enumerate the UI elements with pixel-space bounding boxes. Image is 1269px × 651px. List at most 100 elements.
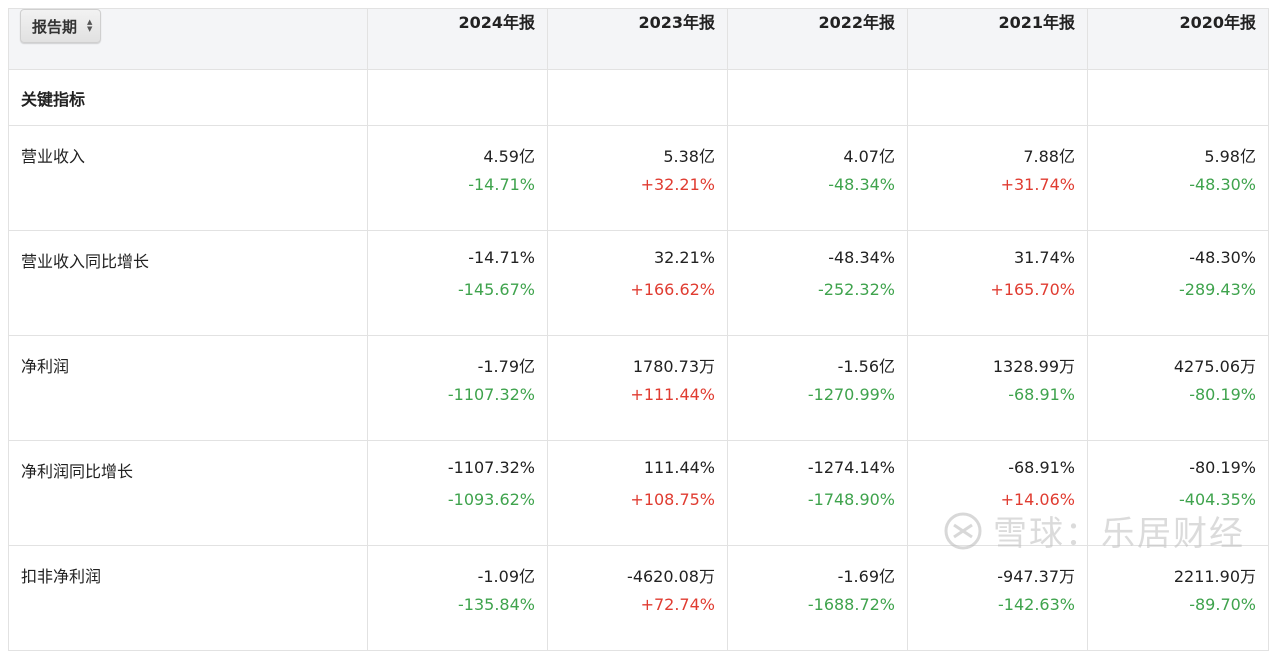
- yoy-change: +72.74%: [640, 595, 715, 614]
- metric-value: -1.79亿: [477, 357, 535, 376]
- value-cell: -80.19% -404.35%: [1087, 440, 1269, 546]
- value-cell: 7.88亿 +31.74%: [907, 125, 1088, 231]
- table-row: 扣非净利润 -1.09亿 -135.84% -4620.08万 +72.74% -1.69…: [8, 545, 1269, 651]
- value-cell: 1328.99万 -68.91%: [907, 335, 1088, 441]
- value-cell: -48.30% -289.43%: [1087, 230, 1269, 336]
- value-cell: 32.21% +166.62%: [547, 230, 728, 336]
- yoy-change: -68.91%: [1008, 385, 1075, 404]
- value-cell: 111.44% +108.75%: [547, 440, 728, 546]
- report-period-label: 报告期: [32, 17, 78, 36]
- metric-value: -80.19%: [1189, 458, 1256, 477]
- yoy-change: -1107.32%: [447, 385, 535, 404]
- metric-value: 4275.06万: [1173, 357, 1256, 376]
- yoy-change: +111.44%: [630, 385, 715, 404]
- metric-value: -48.34%: [828, 248, 895, 267]
- yoy-change: -142.63%: [998, 595, 1075, 614]
- yoy-change: -135.84%: [458, 595, 535, 614]
- section-empty-cell: [907, 69, 1088, 126]
- value-cell: -1.56亿 -1270.99%: [727, 335, 908, 441]
- yoy-change: -1748.90%: [807, 490, 895, 509]
- metric-value: -14.71%: [468, 248, 535, 267]
- metric-value: -1.69亿: [837, 567, 895, 586]
- metric-value: 1328.99万: [992, 357, 1075, 376]
- metric-value: -4620.08万: [627, 567, 715, 586]
- yoy-change: -1270.99%: [807, 385, 895, 404]
- section-empty-cell: [727, 69, 908, 126]
- table-row: 净利润 -1.79亿 -1107.32% 1780.73万 +111.44% -1.56亿…: [8, 335, 1269, 441]
- value-cell: -48.34% -252.32%: [727, 230, 908, 336]
- yoy-change: -1688.72%: [807, 595, 895, 614]
- metric-value: 5.98亿: [1204, 147, 1256, 166]
- table-row: 营业收入同比增长 -14.71% -145.67% 32.21% +166.62% -48…: [8, 230, 1269, 336]
- value-cell: 4275.06万 -80.19%: [1087, 335, 1269, 441]
- metric-value: 1780.73万: [632, 357, 715, 376]
- value-cell: 31.74% +165.70%: [907, 230, 1088, 336]
- table-row: 营业收入 4.59亿 -14.71% 5.38亿 +32.21% 4.07亿 -48.34%…: [8, 125, 1269, 231]
- row-label: 净利润同比增长: [8, 440, 368, 546]
- value-cell: -1.79亿 -1107.32%: [367, 335, 548, 441]
- yoy-change: -89.70%: [1189, 595, 1256, 614]
- yoy-change: -145.67%: [458, 280, 535, 299]
- period-header-cell: 报告期 ▲ ▼: [8, 8, 368, 70]
- yoy-change: -48.30%: [1189, 175, 1256, 194]
- metric-value: 2211.90万: [1173, 567, 1256, 586]
- year-header-2024: 2024年报: [367, 8, 548, 70]
- metric-value: 32.21%: [653, 248, 715, 267]
- value-cell: 5.98亿 -48.30%: [1087, 125, 1269, 231]
- metric-value: -48.30%: [1189, 248, 1256, 267]
- value-cell: 4.07亿 -48.34%: [727, 125, 908, 231]
- metric-value: 4.07亿: [843, 147, 895, 166]
- metric-value: -1.56亿: [837, 357, 895, 376]
- yoy-change: -48.34%: [828, 175, 895, 194]
- section-empty-cell: [367, 69, 548, 126]
- report-period-sort-button[interactable]: 报告期 ▲ ▼: [20, 9, 102, 43]
- yoy-change: -1093.62%: [447, 490, 535, 509]
- metric-value: 7.88亿: [1023, 147, 1075, 166]
- row-label: 营业收入同比增长: [8, 230, 368, 336]
- metric-value: 111.44%: [643, 458, 715, 477]
- yoy-change: +32.21%: [640, 175, 715, 194]
- value-cell: -14.71% -145.67%: [367, 230, 548, 336]
- year-header-2023: 2023年报: [547, 8, 728, 70]
- yoy-change: +108.75%: [630, 490, 715, 509]
- value-cell: 1780.73万 +111.44%: [547, 335, 728, 441]
- metric-value: 31.74%: [1013, 248, 1075, 267]
- value-cell: 4.59亿 -14.71%: [367, 125, 548, 231]
- yoy-change: +166.62%: [630, 280, 715, 299]
- table-row: 净利润同比增长 -1107.32% -1093.62% 111.44% +108.75%…: [8, 440, 1269, 546]
- metric-value: -68.91%: [1008, 458, 1075, 477]
- table-header-row: 报告期 ▲ ▼ 2024年报 2023年报 2022年报 2021年报 2020年…: [8, 8, 1269, 70]
- yoy-change: -14.71%: [468, 175, 535, 194]
- metric-value: -1.09亿: [477, 567, 535, 586]
- value-cell: -1.69亿 -1688.72%: [727, 545, 908, 651]
- value-cell: 2211.90万 -89.70%: [1087, 545, 1269, 651]
- value-cell: -68.91% +14.06%: [907, 440, 1088, 546]
- section-title: 关键指标: [8, 69, 368, 126]
- financial-indicators-table: 报告期 ▲ ▼ 2024年报 2023年报 2022年报 2021年报 2020年…: [8, 8, 1269, 651]
- section-empty-cell: [547, 69, 728, 126]
- sort-updown-icon: ▲ ▼: [87, 18, 93, 33]
- value-cell: 5.38亿 +32.21%: [547, 125, 728, 231]
- metric-value: -1107.32%: [447, 458, 535, 477]
- yoy-change: +165.70%: [990, 280, 1075, 299]
- section-row-key-indicators: 关键指标: [8, 69, 1269, 126]
- value-cell: -947.37万 -142.63%: [907, 545, 1088, 651]
- yoy-change: -252.32%: [818, 280, 895, 299]
- row-label: 扣非净利润: [8, 545, 368, 651]
- value-cell: -4620.08万 +72.74%: [547, 545, 728, 651]
- row-label: 净利润: [8, 335, 368, 441]
- value-cell: -1274.14% -1748.90%: [727, 440, 908, 546]
- yoy-change: -80.19%: [1189, 385, 1256, 404]
- section-empty-cell: [1087, 69, 1269, 126]
- year-header-2022: 2022年报: [727, 8, 908, 70]
- value-cell: -1.09亿 -135.84%: [367, 545, 548, 651]
- yoy-change: -289.43%: [1179, 280, 1256, 299]
- yoy-change: -404.35%: [1179, 490, 1256, 509]
- year-header-2020: 2020年报: [1087, 8, 1269, 70]
- year-header-2021: 2021年报: [907, 8, 1088, 70]
- metric-value: -947.37万: [997, 567, 1075, 586]
- yoy-change: +31.74%: [1000, 175, 1075, 194]
- metric-value: 5.38亿: [663, 147, 715, 166]
- metric-value: 4.59亿: [483, 147, 535, 166]
- row-label: 营业收入: [8, 125, 368, 231]
